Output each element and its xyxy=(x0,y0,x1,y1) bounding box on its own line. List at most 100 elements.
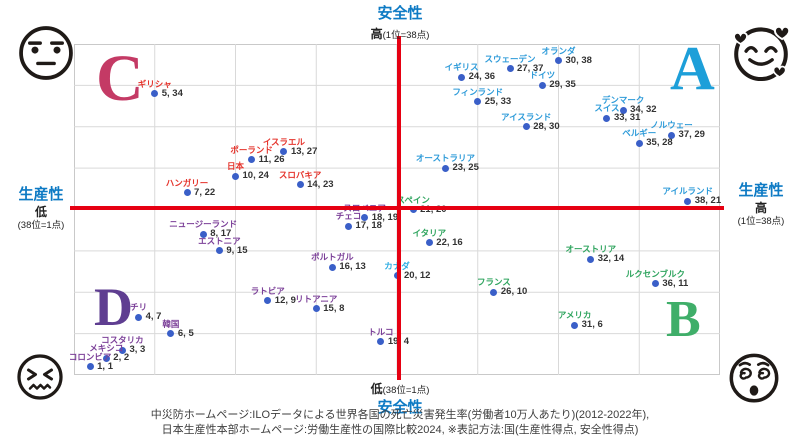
data-point-value: 28, 30 xyxy=(533,120,560,132)
data-point-dot xyxy=(118,346,126,354)
y-axis-bottom-scale: (38位=1点) xyxy=(382,385,430,396)
data-point-value: 18, 19 xyxy=(371,211,399,223)
data-point-dot xyxy=(490,288,498,296)
data-point-value: 14, 23 xyxy=(307,178,334,190)
x-axis-right-scale: (1位=38点) xyxy=(737,215,785,227)
data-point-value: 23, 25 xyxy=(452,162,479,174)
country-label: リトアニア xyxy=(295,293,338,304)
data-point-dot xyxy=(538,81,546,89)
y-axis-top-level: 高 xyxy=(370,26,383,41)
country-label: トルコ xyxy=(368,326,394,337)
smiling-face-with-hearts-icon xyxy=(730,22,792,84)
country-label: オーストリア xyxy=(565,244,617,255)
neutral-face-icon xyxy=(17,24,75,82)
data-point-dot xyxy=(361,214,369,222)
data-point-dot xyxy=(215,247,223,255)
x-axis-title-right: 生産性 xyxy=(738,182,784,199)
country-label: ドイツ xyxy=(529,70,556,81)
data-point-dot xyxy=(86,363,94,371)
data-point-dot xyxy=(571,321,579,329)
data-point-dot xyxy=(345,222,353,230)
data-point-dot xyxy=(232,172,239,180)
data-point-dot xyxy=(684,197,692,205)
y-axis-top-scale: (1位=38点) xyxy=(382,29,430,41)
country-label: ノルウェー xyxy=(650,120,693,131)
country-label: メキシコ xyxy=(89,343,124,354)
data-point-dot xyxy=(312,305,320,313)
y-axis-title-top: 安全性 xyxy=(377,5,423,22)
data-point-value: 7, 22 xyxy=(194,186,216,198)
data-point-dot xyxy=(102,354,110,362)
country-label: イギリス xyxy=(444,62,479,73)
heart-shape xyxy=(733,25,791,79)
x-axis-right-level: 高 xyxy=(754,200,767,215)
country-label: ベルギー xyxy=(622,128,657,139)
quadrant-label-a: A xyxy=(670,35,715,103)
data-point-value: 3, 3 xyxy=(129,344,146,356)
data-point-value: 34, 32 xyxy=(630,104,657,116)
country-label: ラトビア xyxy=(250,285,285,296)
country-label: オランダ xyxy=(541,45,576,56)
country-label: ニュージーランド xyxy=(169,219,238,230)
country-label: イタリア xyxy=(412,227,447,238)
y-axis-line xyxy=(397,36,401,380)
data-point-dot xyxy=(458,73,466,81)
data-point-dot xyxy=(151,90,159,98)
quadrant-label-c: C xyxy=(96,42,144,115)
data-point-value: 16, 13 xyxy=(339,261,366,273)
data-point-value: 17, 18 xyxy=(355,220,382,232)
data-point-dot xyxy=(555,57,562,65)
data-point-value: 30, 38 xyxy=(565,54,592,66)
country-label: ポルトガル xyxy=(311,252,354,263)
country-label: イスラエル xyxy=(262,136,306,147)
country-label: フランス xyxy=(476,277,511,288)
country-label: 日本 xyxy=(226,161,245,172)
country-label: ハンガリー xyxy=(165,177,209,188)
country-label: デンマーク xyxy=(601,95,645,106)
data-point-dot xyxy=(425,239,433,247)
data-point-dot xyxy=(474,98,482,106)
data-point-value: 37, 29 xyxy=(678,129,705,141)
data-point-dot xyxy=(199,230,207,238)
data-point-value: 15, 8 xyxy=(323,302,345,314)
data-point-dot xyxy=(619,106,627,114)
x-axis-right-caption: 生産性 高 (1位=38点) xyxy=(724,182,798,228)
country-label: アイルランド xyxy=(662,186,713,197)
data-point-dot xyxy=(441,164,449,172)
data-point-dot xyxy=(668,131,676,139)
country-label: スイス xyxy=(594,103,620,114)
country-label: コスタリカ xyxy=(101,335,144,346)
data-point-value: 8, 17 xyxy=(210,228,232,240)
country-label: 韓国 xyxy=(162,318,180,329)
country-label: エストニア xyxy=(198,235,241,246)
x-axis-left-scale: (38位=1点) xyxy=(17,219,65,231)
y-axis-top-caption: 安全性 高(1位=38点) xyxy=(0,5,800,44)
data-point-value: 20, 12 xyxy=(404,269,431,281)
data-point-value: 25, 33 xyxy=(484,95,512,107)
data-point-dot xyxy=(635,139,643,147)
data-point-value: 22, 16 xyxy=(436,236,463,248)
y-axis-bottom-caption: 低(38位=1点) 安全性 xyxy=(0,379,800,418)
data-point-value: 31, 6 xyxy=(581,319,603,331)
country-label: アメリカ xyxy=(557,310,592,321)
data-point-value: 38, 21 xyxy=(694,195,722,207)
source-note-line2: 日本生産性本部ホームページ:労働生産性の国際比較2024, ※表記方法:国(生産… xyxy=(161,424,639,436)
data-point-dot xyxy=(183,189,191,197)
dizzy-face-icon xyxy=(727,350,781,404)
data-point-value: 36, 11 xyxy=(662,277,689,289)
country-label: スロバキア xyxy=(278,169,322,180)
country-label: スウェーデン xyxy=(484,53,536,64)
data-point-value: 1, 1 xyxy=(97,360,113,372)
data-point-value: 29, 35 xyxy=(549,79,576,91)
x-axis-left-caption: 生産性 低 (38位=1点) xyxy=(2,186,80,232)
data-point-value: 35, 28 xyxy=(646,137,673,149)
data-point-value: 27, 37 xyxy=(517,62,544,74)
country-label: オーストラリア xyxy=(415,153,475,164)
persevering-face-icon xyxy=(15,352,65,402)
country-label: スペイン xyxy=(396,194,430,205)
x-axis-left-level: 低 xyxy=(34,204,47,219)
country-label: フィンランド xyxy=(452,86,504,97)
data-point-value: 10, 24 xyxy=(242,170,269,182)
data-point-dot xyxy=(377,338,385,346)
